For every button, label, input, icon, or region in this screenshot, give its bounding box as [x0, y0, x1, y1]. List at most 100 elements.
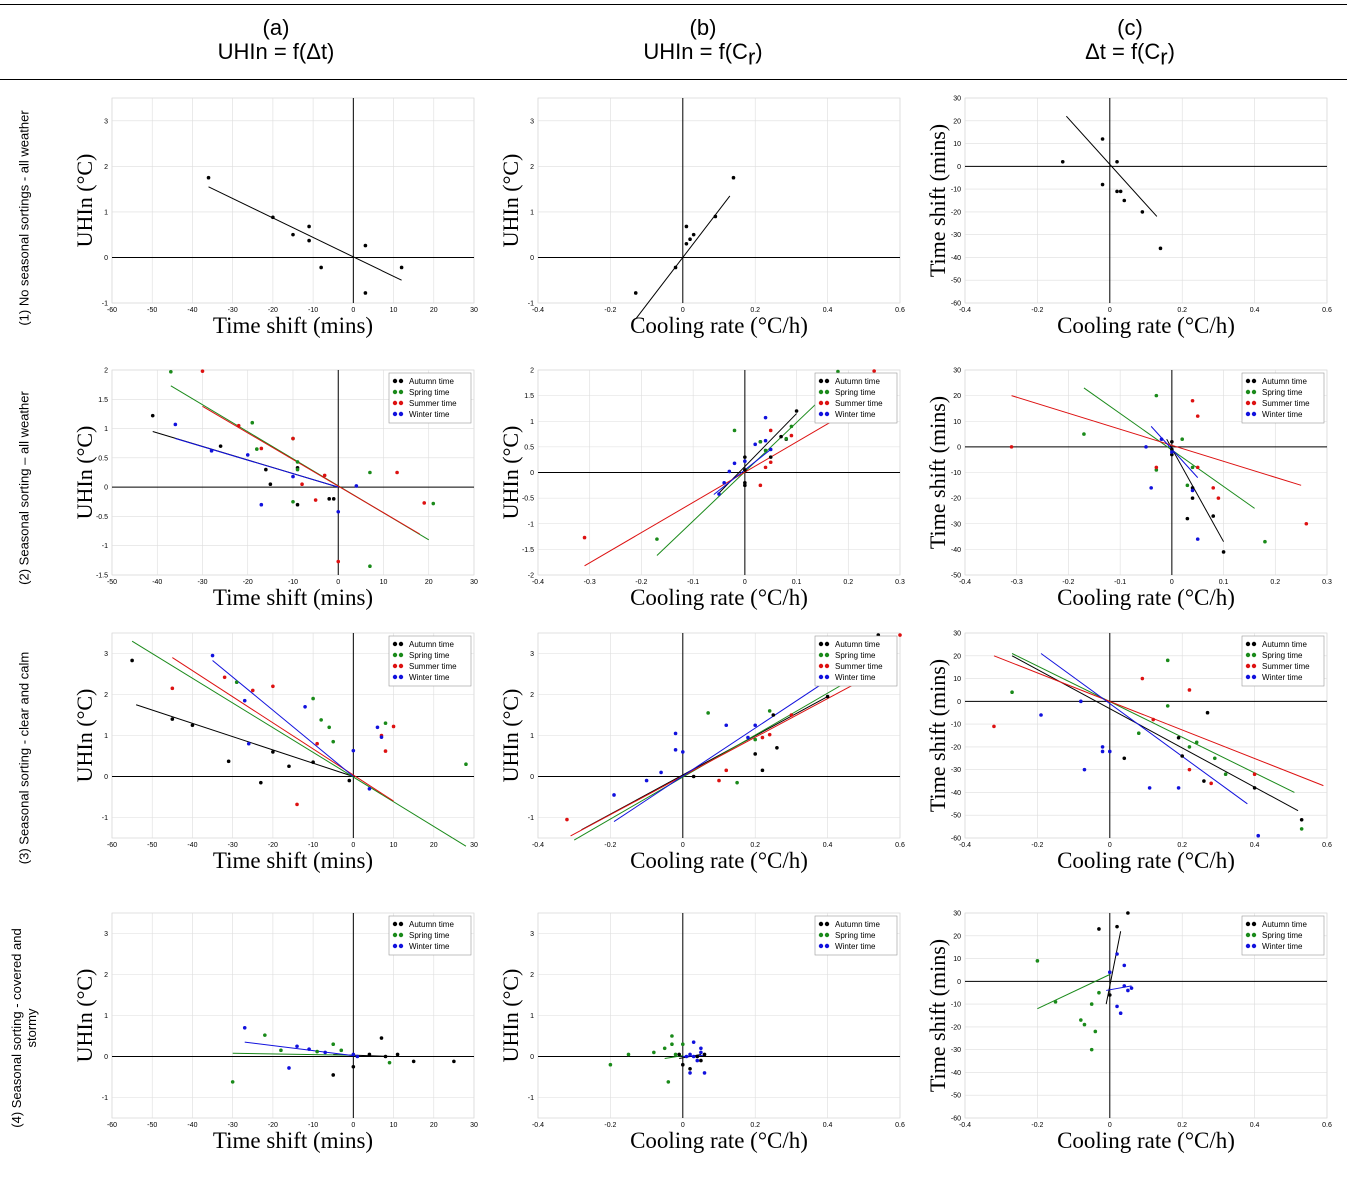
- x-tick-label: 0.1: [792, 579, 802, 586]
- data-point: [431, 501, 436, 506]
- legend-marker: [1245, 932, 1251, 938]
- x-tick-label: 0.2: [1270, 579, 1280, 586]
- y-tick-label: -20: [951, 496, 961, 503]
- y-tick-label: 20: [953, 393, 961, 400]
- x-tick-label: -10: [308, 307, 318, 314]
- column-letter: (a): [262, 15, 290, 40]
- data-point: [295, 502, 300, 507]
- column-letter: (b): [689, 15, 717, 40]
- data-point: [319, 718, 323, 722]
- data-point: [226, 759, 231, 764]
- data-point: [1212, 756, 1217, 761]
- data-point: [1079, 699, 1083, 704]
- y-tick-label: 1: [530, 419, 534, 426]
- x-axis-label: Cooling rate (°C/h): [630, 1128, 808, 1153]
- data-point: [702, 1052, 707, 1057]
- x-axis-label: Cooling rate (°C/h): [630, 848, 808, 873]
- x-tick-label: 0: [681, 307, 685, 314]
- y-tick-label: -10: [951, 1002, 961, 1009]
- x-tick-label: 20: [430, 842, 438, 849]
- regression-line: [570, 663, 893, 837]
- legend-marker: [818, 400, 824, 406]
- data-point: [699, 1046, 703, 1051]
- x-tick-label: -0.4: [959, 579, 971, 586]
- regression-line: [131, 640, 467, 847]
- y-tick-label: 10: [953, 419, 961, 426]
- legend-label: Spring time: [409, 388, 450, 397]
- y-tick-label: -1.5: [96, 573, 108, 580]
- legend-label: Winter time: [1262, 673, 1303, 682]
- data-point: [1129, 986, 1134, 990]
- y-tick-label: 3: [530, 651, 534, 658]
- data-point: [1100, 749, 1105, 754]
- data-point: [218, 444, 223, 448]
- legend-marker: [1251, 389, 1257, 395]
- data-point: [763, 415, 768, 420]
- x-tick-label: 0: [351, 1122, 355, 1129]
- data-point: [743, 483, 747, 488]
- data-point: [612, 793, 616, 797]
- column-formula: Δt = f(Cr): [980, 40, 1280, 69]
- data-point: [1299, 817, 1304, 822]
- data-point: [758, 483, 763, 488]
- data-point: [794, 409, 799, 413]
- data-point: [767, 709, 772, 713]
- row-label-2: (2) Seasonal sorting – all weather: [4, 358, 44, 618]
- data-point: [363, 291, 368, 295]
- x-tick-label: 0.4: [1250, 842, 1260, 849]
- y-tick-label: 2: [104, 164, 108, 171]
- data-point: [307, 238, 311, 243]
- legend-marker: [398, 378, 404, 384]
- data-point: [768, 460, 773, 465]
- data-point: [673, 748, 678, 752]
- x-tick-label: 0.4: [1250, 307, 1260, 314]
- legend-marker: [1245, 400, 1251, 406]
- y-tick-label: 3: [104, 118, 108, 125]
- data-point: [271, 750, 275, 754]
- x-tick-label: 0.6: [1322, 307, 1332, 314]
- regression-line: [1011, 395, 1302, 486]
- y-tick-label: -0.5: [522, 496, 534, 503]
- data-point: [1190, 398, 1195, 403]
- y-tick-label: -50: [951, 1093, 961, 1100]
- column-formula: UHIn = f(Cr): [553, 40, 853, 69]
- data-point: [387, 1060, 392, 1065]
- y-tick-label: 0.5: [98, 455, 108, 462]
- data-point: [662, 1046, 667, 1051]
- data-point: [327, 725, 332, 730]
- data-point: [355, 1054, 360, 1059]
- data-point: [331, 1073, 336, 1077]
- legend-marker: [824, 641, 830, 647]
- y-tick-label: 2: [530, 368, 534, 375]
- data-point: [422, 501, 427, 505]
- formula-tail: ): [1167, 39, 1175, 64]
- data-point: [383, 721, 388, 725]
- regression-line: [664, 1055, 683, 1060]
- x-tick-label: -0.4: [532, 842, 544, 849]
- data-point: [391, 724, 396, 729]
- y-tick-label: 20: [953, 653, 961, 660]
- y-tick-label: -50: [951, 813, 961, 820]
- data-point: [323, 1050, 327, 1055]
- data-point: [735, 780, 739, 785]
- x-axis-label: Time shift (mins): [213, 1128, 373, 1153]
- scatter-plot-6: -0.4 -0.3 -0.2 -0.1 0 0.1 0.2 0.3 -50 -40 -30 -20 -1…: [925, 368, 1332, 611]
- x-tick-label: -0.3: [1011, 579, 1023, 586]
- x-tick-label: 0: [351, 842, 355, 849]
- x-tick-label: -40: [187, 1122, 197, 1129]
- y-tick-label: -1: [102, 301, 108, 308]
- data-point: [291, 499, 295, 504]
- regression-line: [584, 399, 870, 567]
- data-point: [263, 1033, 267, 1037]
- data-point: [732, 461, 737, 466]
- legend-label: Spring time: [835, 651, 876, 660]
- data-point: [379, 735, 384, 739]
- x-tick-label: -0.2: [604, 1122, 616, 1129]
- x-tick-label: -0.3: [584, 579, 596, 586]
- y-tick-label: 0: [530, 255, 534, 262]
- legend-marker: [824, 389, 830, 395]
- data-point: [1122, 756, 1127, 761]
- data-point: [763, 438, 768, 443]
- data-point: [1115, 159, 1119, 164]
- x-tick-label: -0.4: [532, 307, 544, 314]
